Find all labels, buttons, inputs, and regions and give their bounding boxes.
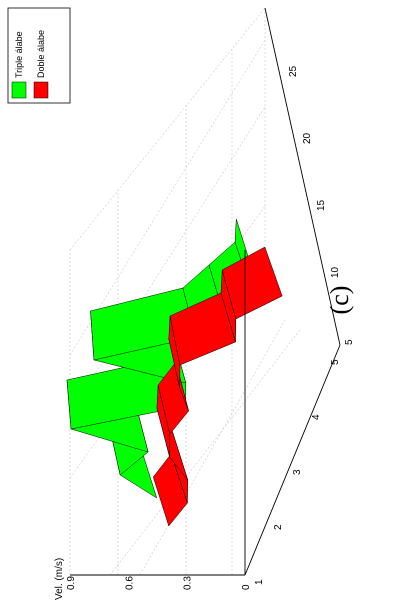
x-tick-label: 3 — [292, 469, 303, 475]
x-tick-label: 1 — [254, 579, 265, 585]
y-tick-label: 0.6 — [124, 576, 135, 590]
y-tick-label: 0.9 — [66, 576, 77, 590]
x-tick-label: 4 — [311, 414, 322, 420]
figure-caption: (c) — [325, 285, 354, 315]
legend-label-triple: Triple álabe — [14, 31, 24, 78]
legend: Triple álabe Doble álabe — [7, 7, 71, 104]
x-tick-label: 2 — [273, 524, 284, 530]
y-tick-label: 0 — [241, 584, 252, 590]
legend-label-doble: Doble álabe — [36, 30, 46, 78]
y-ticks: 0 0.3 0.6 0.9 — [66, 576, 252, 590]
legend-swatch-doble — [33, 81, 49, 99]
y-axis-label: Vel. (m/s) — [54, 558, 65, 600]
x-ticks: 1 2 3 4 5 — [254, 359, 341, 585]
surface-patch — [221, 246, 283, 320]
z-tick-label: 10 — [330, 266, 341, 278]
z-ticks: 5 10 15 20 25 — [288, 65, 355, 345]
x-tick-label: 5 — [330, 359, 341, 365]
y-tick-label: 0.3 — [183, 576, 194, 590]
axes — [70, 7, 341, 576]
legend-swatch-triple — [11, 81, 27, 99]
z-tick-label: 5 — [344, 339, 355, 345]
surfaces — [66, 218, 283, 527]
z-tick-label: 15 — [316, 199, 327, 211]
z-tick-label: 25 — [288, 65, 299, 77]
z-tick-label: 20 — [302, 132, 313, 144]
